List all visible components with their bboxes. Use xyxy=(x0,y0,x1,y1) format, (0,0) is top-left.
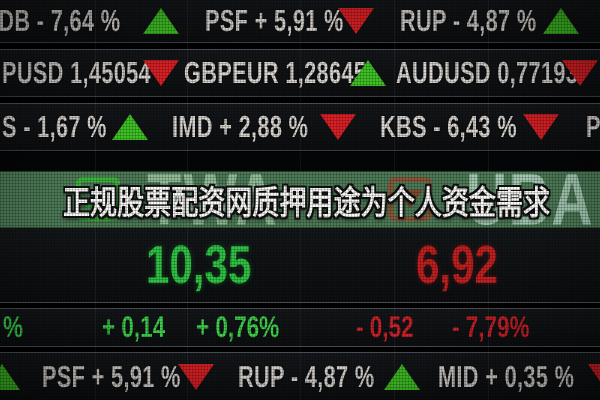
square-arrow-up-icon xyxy=(76,177,120,221)
ticker-row-1: IDB - 7,64 % PSF + 5,91 % RUP - 4,87 % xyxy=(0,0,600,42)
ticker-item: MID + 0,35 % xyxy=(438,358,575,394)
change-row: % + 0,14 + 0,76% - 0,52 - 7,79% xyxy=(0,309,600,346)
triangle-up-icon xyxy=(384,363,420,390)
triangle-down-icon xyxy=(178,363,214,390)
symbol-twa: TWA xyxy=(147,159,279,240)
square-arrow-down-icon xyxy=(388,177,432,221)
triangle-down-icon xyxy=(562,60,598,86)
price-row: 10,35 6,92 xyxy=(0,228,600,302)
ticker-item: GBPEUR 1,28645 xyxy=(184,55,367,90)
change-pct-twa: + 0,76% xyxy=(196,310,280,344)
triangle-up-icon xyxy=(0,363,20,390)
triangle-down-icon xyxy=(588,363,600,390)
ticker-row-bottom: PSF + 5,91 % RUP - 4,87 % MID + 0,35 % xyxy=(0,353,600,400)
panel-joint-line xyxy=(488,0,489,400)
triangle-up-icon xyxy=(543,8,579,34)
ticker-item: KBS - 6,43 % xyxy=(380,109,517,144)
separator xyxy=(0,346,600,353)
change-pct-uba: - 7,79% xyxy=(452,310,530,344)
triangle-down-icon xyxy=(338,8,374,34)
ticker-row-3: S - 1,67 % IMD + 2,88 % KBS - 6,43 % PN xyxy=(0,104,600,150)
panel-joint-line xyxy=(394,0,395,400)
panel-joint-line xyxy=(300,0,301,400)
ticker-row-2: PUSD 1,45054 GBPEUR 1,28645 AUDUSD 0,771… xyxy=(0,50,600,96)
triangle-down-icon xyxy=(320,114,356,140)
triangle-up-icon xyxy=(350,60,386,86)
headline-banner: TWA UBA 正规股票配资网质押用途为个人资金需求 xyxy=(0,159,600,240)
ticker-item: AUDUSD 0,77193 xyxy=(396,55,579,90)
ticker-item: IMD + 2,88 % xyxy=(172,109,309,144)
separator xyxy=(0,150,600,152)
ticker-item: RUP - 4,87 % xyxy=(400,3,537,38)
ticker-item: PUSD 1,45054 xyxy=(2,55,151,90)
price-uba: 6,92 xyxy=(416,235,498,295)
separator xyxy=(0,42,600,50)
triangle-down-icon xyxy=(143,60,179,86)
ticker-item: IDB - 7,64 % xyxy=(0,3,121,38)
symbol-uba: UBA xyxy=(466,159,595,240)
ticker-item: PN xyxy=(586,109,600,144)
triangle-up-icon xyxy=(112,114,148,140)
change-uba: - 0,52 xyxy=(356,310,414,344)
ticker-item: S - 1,67 % xyxy=(2,109,107,144)
ticker-item: RUP - 4,87 % xyxy=(238,358,375,394)
triangle-down-icon xyxy=(523,114,559,140)
ticker-item: PSF + 5,91 % xyxy=(205,3,344,38)
edge-percent: % xyxy=(3,310,24,344)
ticker-item: PSF + 5,91 % xyxy=(42,358,181,394)
panel-joint-line xyxy=(95,0,96,400)
panel-joint-line xyxy=(187,0,188,400)
triangle-up-icon xyxy=(143,8,179,34)
price-twa: 10,35 xyxy=(146,235,252,295)
banner-headline: 正规股票配资网质押用途为个人资金需求 xyxy=(63,183,551,221)
separator xyxy=(0,96,600,104)
separator xyxy=(0,302,600,309)
change-twa: + 0,14 xyxy=(102,310,166,344)
